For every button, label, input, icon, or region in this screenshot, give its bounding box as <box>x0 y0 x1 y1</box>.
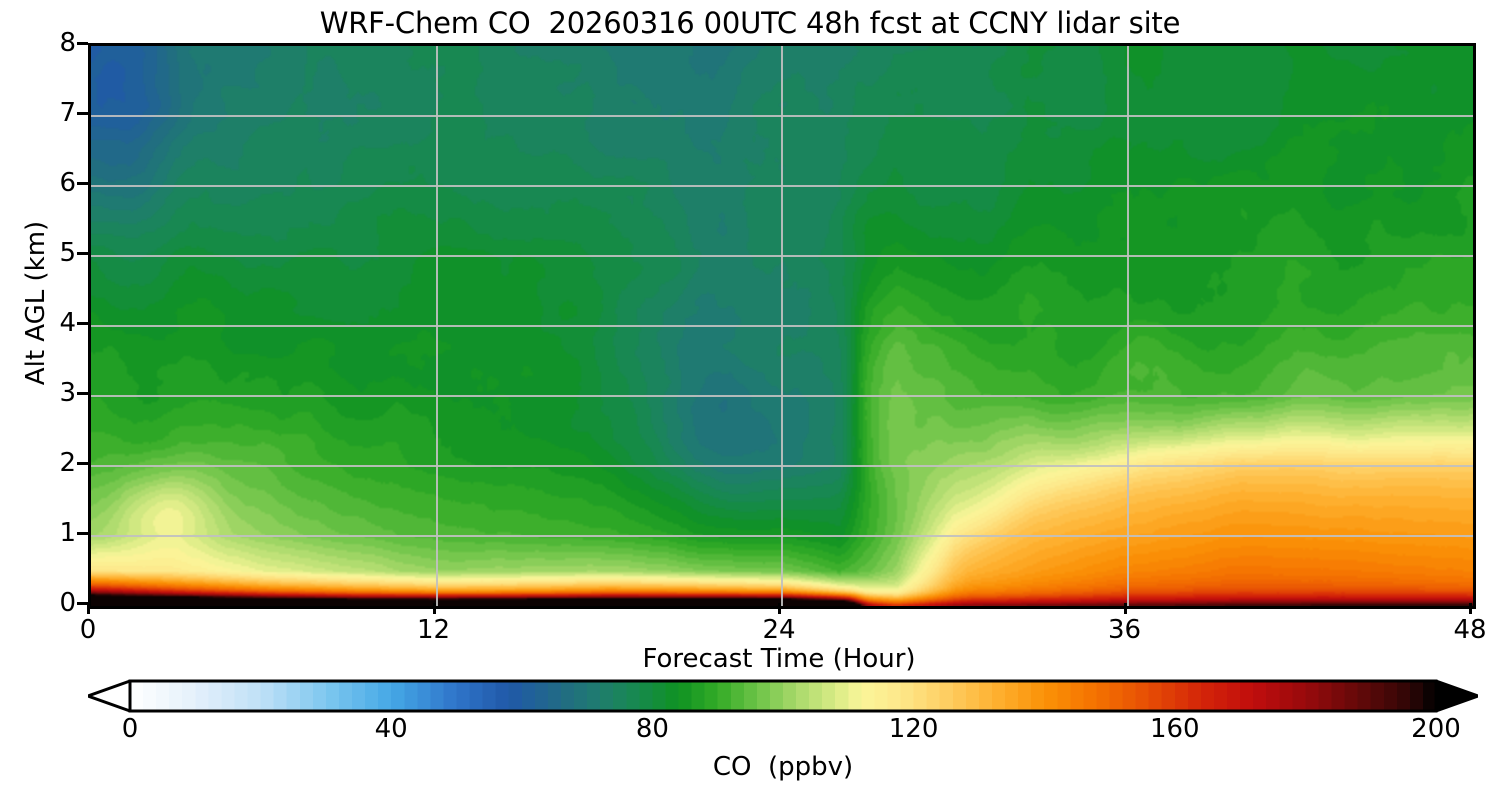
x-axis-label: Forecast Time (Hour) <box>642 644 916 674</box>
y-tick-label: 3 <box>59 378 76 408</box>
colorbar-gradient <box>88 679 1478 713</box>
colorbar-tick-label: 200 <box>1411 714 1461 744</box>
x-tick-mark <box>1123 603 1127 614</box>
colorbar-under-arrow <box>88 679 132 713</box>
colorbar-tick-label: 40 <box>374 714 408 744</box>
x-tick-label: 48 <box>1453 615 1487 645</box>
x-tick-label: 36 <box>1107 615 1142 645</box>
y-tick-label: 1 <box>59 518 76 548</box>
y-tick-mark <box>77 532 88 535</box>
x-tick-label: 24 <box>762 615 796 645</box>
y-tick-mark <box>77 392 88 395</box>
y-tick-label: 8 <box>59 28 76 58</box>
x-tick-mark <box>778 603 781 614</box>
x-tick-mark <box>1469 603 1472 614</box>
y-tick-label: 7 <box>59 98 76 128</box>
chart-title: WRF-Chem CO 20260316 00UTC 48h fcst at C… <box>319 6 1181 40</box>
y-tick-mark <box>77 602 88 605</box>
y-tick-label: 5 <box>59 238 76 268</box>
colorbar-tick-label: 160 <box>1149 714 1200 744</box>
x-tick-label: 0 <box>79 615 97 645</box>
colorbar-body <box>128 679 1438 713</box>
colorbar <box>88 678 1478 714</box>
colorbar-over-arrow <box>1434 679 1478 713</box>
x-tick-mark <box>87 603 90 614</box>
colorbar-tick-label: 0 <box>121 714 139 744</box>
y-tick-label: 2 <box>59 448 76 478</box>
x-tick-mark <box>432 603 436 614</box>
y-tick-mark <box>77 462 88 465</box>
colorbar-tick-label: 80 <box>635 714 669 744</box>
colorbar-tick-label: 120 <box>888 714 939 744</box>
y-tick-mark <box>77 42 88 45</box>
y-tick-label: 4 <box>59 308 76 338</box>
x-tick-label: 12 <box>416 615 451 645</box>
co-contour-field <box>91 46 1473 606</box>
y-tick-mark <box>77 252 88 255</box>
y-tick-mark <box>77 322 88 325</box>
colorbar-label: CO (ppbv) <box>712 752 854 782</box>
y-tick-mark <box>77 182 88 185</box>
plot-axes <box>88 43 1476 609</box>
y-tick-label: 0 <box>59 588 76 618</box>
y-tick-label: 6 <box>59 168 76 198</box>
y-axis-label: Alt AGL (km) <box>21 220 51 386</box>
y-tick-mark <box>77 112 88 115</box>
